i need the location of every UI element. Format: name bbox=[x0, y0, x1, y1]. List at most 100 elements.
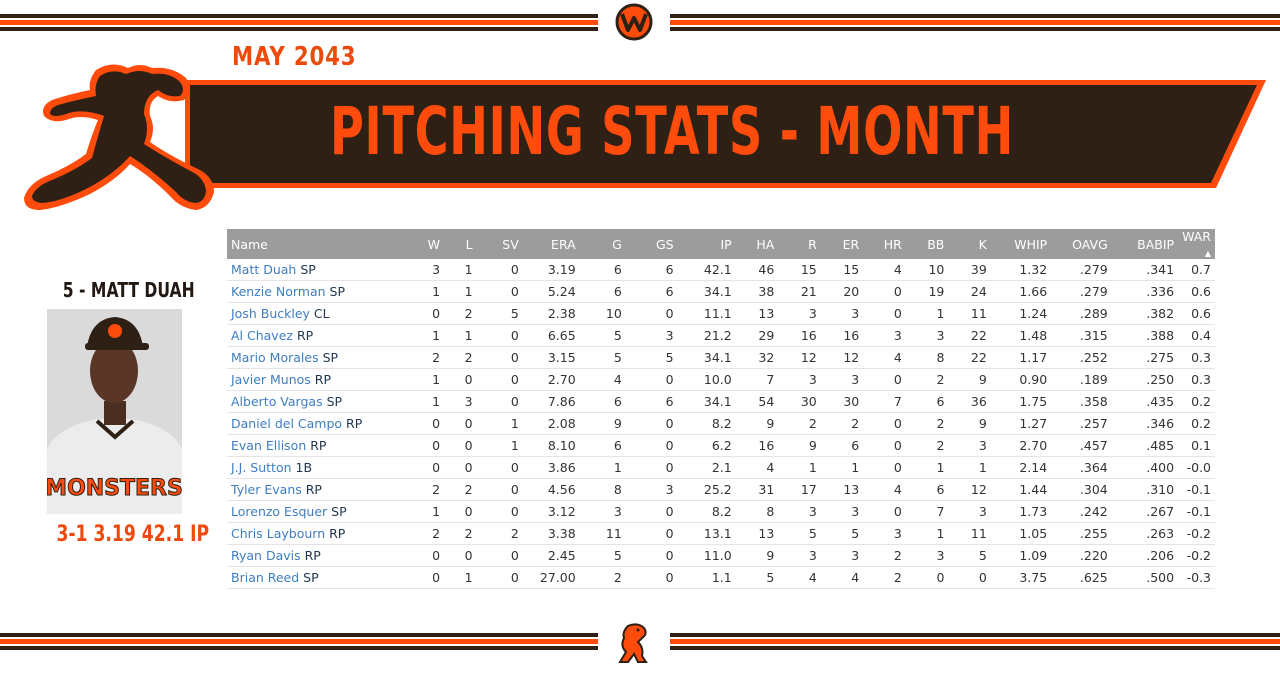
stat-cell-babip: .346 bbox=[1111, 412, 1179, 435]
stat-cell-war: -0.2 bbox=[1178, 522, 1215, 545]
stat-cell-r: 3 bbox=[778, 368, 821, 391]
player-position: SP bbox=[303, 570, 319, 585]
player-cell: J.J. Sutton 1B bbox=[227, 456, 415, 479]
stat-cell-w: 1 bbox=[414, 324, 445, 347]
stat-cell-ha: 9 bbox=[735, 544, 779, 567]
stat-cell-bb: 2 bbox=[905, 434, 949, 457]
stat-cell-era: 6.65 bbox=[522, 324, 580, 347]
column-header-label: SV bbox=[502, 236, 519, 252]
player-name-link[interactable]: Alberto Vargas bbox=[231, 394, 323, 409]
stat-cell-era: 5.24 bbox=[522, 280, 580, 303]
stat-cell-k: 5 bbox=[948, 544, 991, 567]
player-name-link[interactable]: Ryan Davis bbox=[231, 548, 301, 563]
stat-cell-bb: 2 bbox=[905, 368, 949, 391]
column-header-k[interactable]: K bbox=[948, 229, 991, 259]
stat-cell-k: 39 bbox=[948, 259, 991, 281]
stat-cell-gs: 0 bbox=[625, 566, 678, 589]
stat-cell-ip: 13.1 bbox=[677, 522, 736, 545]
stat-cell-ip: 8.2 bbox=[677, 500, 736, 523]
player-cell: Chris Laybourn RP bbox=[227, 522, 415, 545]
stat-cell-hr: 4 bbox=[863, 259, 906, 281]
stat-cell-ha: 5 bbox=[735, 566, 779, 589]
stat-cell-gs: 0 bbox=[625, 368, 678, 391]
player-position: RP bbox=[329, 526, 346, 541]
column-header-w[interactable]: W bbox=[414, 229, 445, 259]
stat-cell-gs: 6 bbox=[625, 390, 678, 413]
stat-cell-war: 0.7 bbox=[1178, 259, 1215, 281]
player-name-link[interactable]: Kenzie Norman bbox=[231, 284, 326, 299]
stat-cell-er: 1 bbox=[820, 456, 864, 479]
stat-cell-l: 0 bbox=[444, 456, 477, 479]
column-header-ha[interactable]: HA bbox=[735, 229, 779, 259]
jersey-text: MONSTERS bbox=[47, 476, 182, 501]
stat-cell-ha: 31 bbox=[735, 478, 779, 501]
stat-cell-g: 1 bbox=[579, 456, 626, 479]
column-header-er[interactable]: ER bbox=[820, 229, 864, 259]
column-header-war[interactable]: WAR ▲ bbox=[1178, 229, 1215, 259]
stat-cell-er: 3 bbox=[820, 368, 864, 391]
stat-cell-r: 30 bbox=[778, 390, 821, 413]
column-header-hr[interactable]: HR bbox=[863, 229, 906, 259]
stat-cell-w: 2 bbox=[414, 478, 445, 501]
stat-cell-babip: .341 bbox=[1111, 259, 1179, 281]
stat-cell-l: 0 bbox=[444, 544, 477, 567]
stat-cell-whip: 1.09 bbox=[990, 544, 1052, 567]
table-row: Matt Duah SP 3 1 0 3.19 6 6 42.1 46 15 15 4 10 39 1.32… bbox=[227, 259, 1215, 281]
column-header-g[interactable]: G bbox=[579, 229, 626, 259]
column-header-babip[interactable]: BABIP bbox=[1111, 229, 1179, 259]
stat-cell-ip: 11.0 bbox=[677, 544, 736, 567]
stat-cell-oavg: .358 bbox=[1051, 390, 1112, 413]
stat-cell-gs: 0 bbox=[625, 522, 678, 545]
player-name-link[interactable]: Mario Morales bbox=[231, 350, 319, 365]
column-header-label: ERA bbox=[551, 236, 576, 252]
stat-cell-war: 0.4 bbox=[1178, 324, 1215, 347]
player-name-link[interactable]: Matt Duah bbox=[231, 262, 297, 277]
stat-cell-hr: 0 bbox=[863, 368, 906, 391]
stat-cell-g: 6 bbox=[579, 434, 626, 457]
player-name-link[interactable]: Daniel del Campo bbox=[231, 416, 343, 431]
stat-cell-gs: 0 bbox=[625, 434, 678, 457]
player-name-link[interactable]: J.J. Sutton bbox=[231, 460, 292, 475]
stat-cell-ip: 21.2 bbox=[677, 324, 736, 347]
stat-cell-w: 1 bbox=[414, 280, 445, 303]
stat-cell-war: -0.0 bbox=[1178, 456, 1215, 479]
player-name-link[interactable]: Brian Reed bbox=[231, 570, 300, 585]
player-name-link[interactable]: Lorenzo Esquer bbox=[231, 504, 328, 519]
player-name-link[interactable]: Josh Buckley bbox=[231, 306, 310, 321]
stat-cell-g: 10 bbox=[579, 302, 626, 325]
column-header-label: BB bbox=[927, 236, 945, 252]
stat-cell-bb: 10 bbox=[905, 259, 949, 281]
stat-cell-g: 3 bbox=[579, 500, 626, 523]
player-name-link[interactable]: Al Chavez bbox=[231, 328, 293, 343]
column-header-name[interactable]: Name bbox=[227, 229, 415, 259]
column-header-whip[interactable]: WHIP bbox=[990, 229, 1052, 259]
column-header-r[interactable]: R bbox=[778, 229, 821, 259]
column-header-oavg[interactable]: OAVG bbox=[1051, 229, 1112, 259]
column-header-era[interactable]: ERA bbox=[522, 229, 580, 259]
stat-cell-er: 16 bbox=[820, 324, 864, 347]
stat-cell-ip: 34.1 bbox=[677, 390, 736, 413]
stat-cell-era: 7.86 bbox=[522, 390, 580, 413]
table-row: Lorenzo Esquer SP 1 0 0 3.12 3 0 8.2 8 3 3 0 7 3 1.73.… bbox=[227, 500, 1215, 523]
player-name-link[interactable]: Evan Ellison bbox=[231, 438, 307, 453]
column-header-label: GS bbox=[655, 236, 674, 252]
column-header-bb[interactable]: BB bbox=[905, 229, 949, 259]
player-name-link[interactable]: Chris Laybourn bbox=[231, 526, 326, 541]
stat-cell-babip: .500 bbox=[1111, 566, 1179, 589]
stat-cell-babip: .263 bbox=[1111, 522, 1179, 545]
stat-cell-era: 2.08 bbox=[522, 412, 580, 435]
player-name-link[interactable]: Tyler Evans bbox=[231, 482, 302, 497]
column-header-label: R bbox=[808, 236, 817, 252]
player-name-link[interactable]: Javier Munos bbox=[231, 372, 311, 387]
column-header-l[interactable]: L bbox=[444, 229, 477, 259]
stat-cell-sv: 0 bbox=[476, 478, 523, 501]
column-header-sv[interactable]: SV bbox=[476, 229, 523, 259]
column-header-gs[interactable]: GS bbox=[625, 229, 678, 259]
stat-cell-war: -0.1 bbox=[1178, 478, 1215, 501]
player-position: SP bbox=[300, 262, 316, 277]
column-header-label: BABIP bbox=[1137, 236, 1175, 252]
stat-cell-hr: 0 bbox=[863, 434, 906, 457]
stat-cell-whip: 1.75 bbox=[990, 390, 1052, 413]
column-header-ip[interactable]: IP bbox=[677, 229, 736, 259]
stat-cell-bb: 6 bbox=[905, 478, 949, 501]
